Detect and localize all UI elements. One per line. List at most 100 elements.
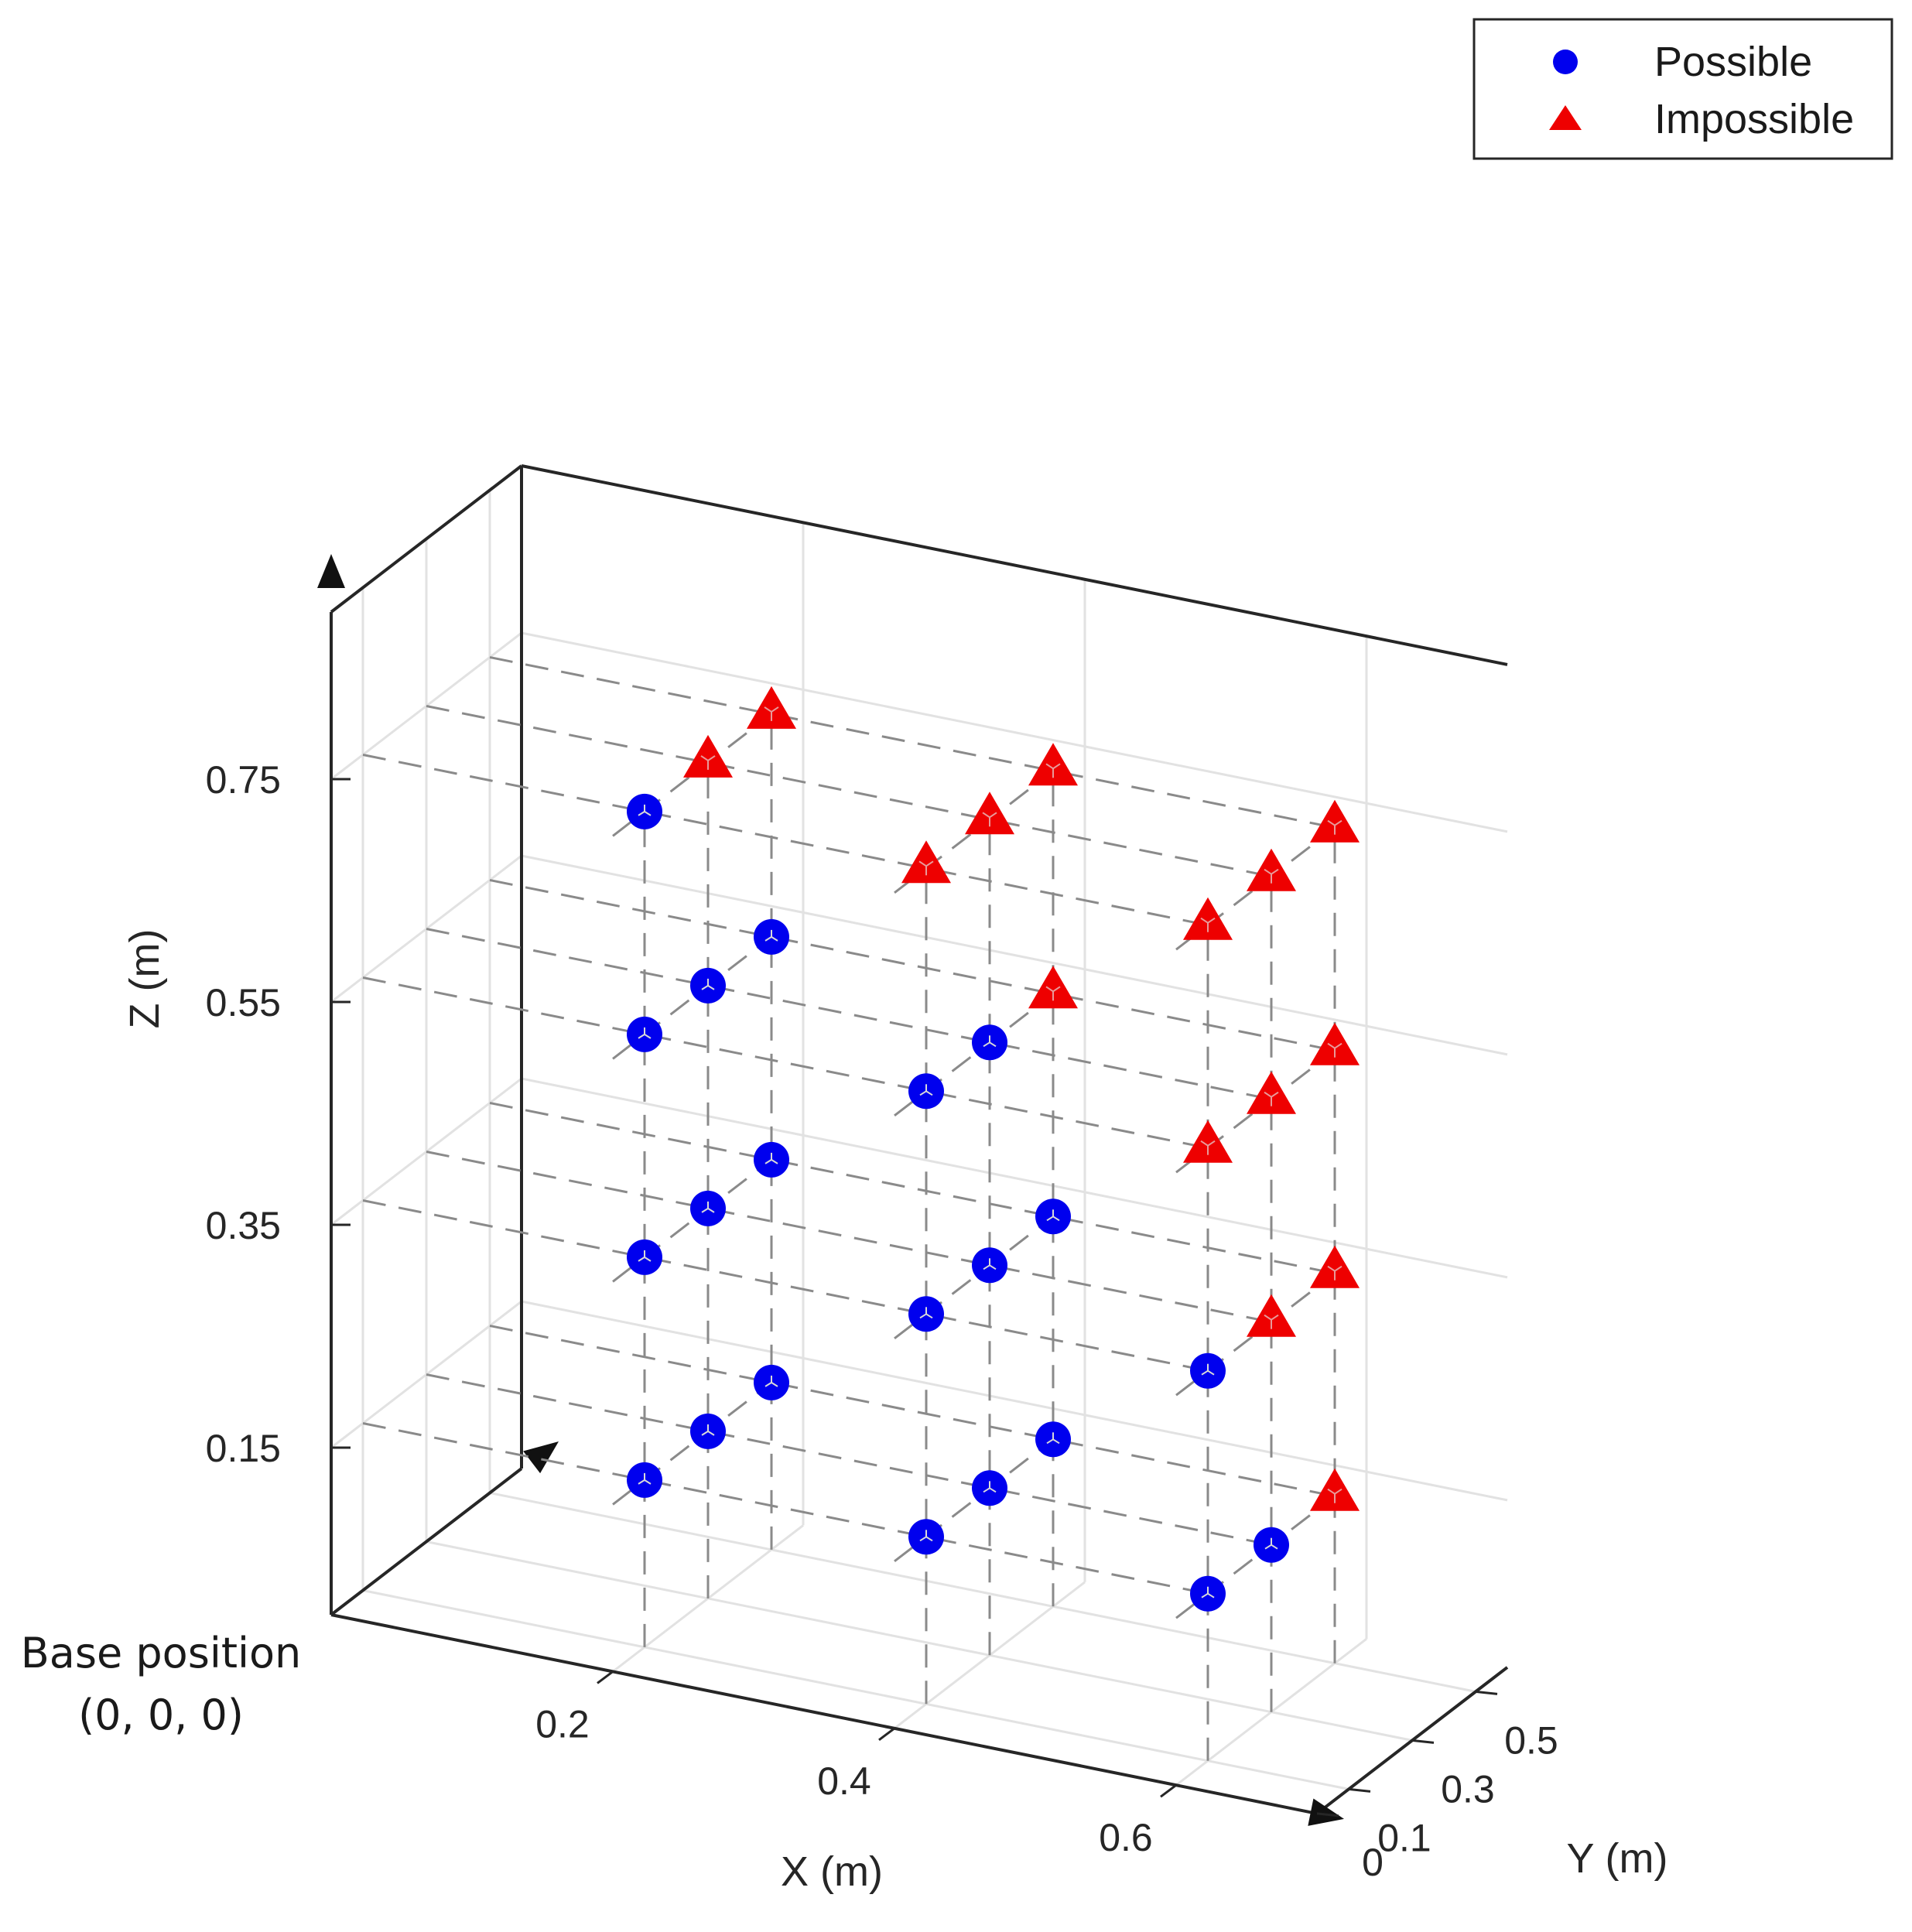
y-axis-arrowhead: [523, 1441, 559, 1474]
possible-point-marker: [690, 1190, 726, 1226]
y-direction-guide: [612, 935, 772, 1060]
y-direction-guide: [894, 993, 1054, 1116]
y-direction-guide: [1175, 826, 1336, 951]
impossible-point-marker: [683, 734, 733, 778]
axes-box-edge: [330, 1467, 523, 1616]
impossible-point-marker: [1028, 743, 1078, 786]
y-direction-guide: [612, 1381, 772, 1506]
data-markers: [627, 686, 1360, 1612]
impossible-point-marker: [747, 686, 796, 729]
possible-point-marker: [754, 918, 789, 955]
possible-point-marker: [908, 1296, 944, 1332]
y-tick-mark: [1411, 1739, 1435, 1744]
axes-box-edge: [330, 464, 523, 614]
y-direction-guide: [612, 713, 772, 837]
y-axis-title: Y (m): [1567, 1835, 1668, 1882]
x-direction-guide: [426, 705, 1272, 878]
back-wall-grid-line: [521, 631, 1508, 833]
impossible-point-marker: [1310, 1022, 1360, 1065]
x-direction-guide: [426, 1151, 1272, 1324]
possible-point-marker: [690, 967, 726, 1004]
possible-point-marker: [1190, 1352, 1226, 1389]
z-axis-title: Z (m): [121, 929, 168, 1029]
x-tick-mark: [1160, 1783, 1177, 1798]
impossible-point-marker: [1183, 1120, 1233, 1163]
floor-grid-line: [362, 1589, 1349, 1790]
grid-lines: [330, 490, 1508, 1790]
y-direction-guide: [1175, 1272, 1336, 1397]
impossible-point-marker: [1310, 1468, 1360, 1511]
tick-labels: 0.2 0.4 0.6 00.10.30.5 0.75 0.55 0.35 0.15: [206, 758, 1558, 1884]
possible-point-marker: [627, 1016, 662, 1052]
y-tick-label: 0.3: [1441, 1767, 1495, 1811]
x-tick-mark: [597, 1670, 614, 1684]
possible-point-marker: [754, 1141, 789, 1178]
x-direction-guide: [489, 656, 1336, 829]
legend-possible-marker: [1553, 50, 1578, 74]
impossible-point-marker: [1310, 1245, 1360, 1288]
axes-box-edge: [521, 464, 1508, 666]
possible-point-marker: [627, 793, 662, 829]
y-tick-label: 0.1: [1377, 1816, 1431, 1859]
possible-point-marker: [627, 1239, 662, 1275]
legend: Possible Impossible: [1472, 18, 1893, 160]
possible-point-marker: [1190, 1575, 1226, 1612]
x-tick-label: 0.4: [817, 1759, 871, 1803]
y-tick-label: 0.5: [1504, 1718, 1558, 1762]
impossible-point-marker: [1028, 966, 1078, 1009]
floor-grid-line: [489, 1492, 1476, 1693]
x-direction-guide: [426, 928, 1272, 1101]
y-direction-guide: [894, 770, 1054, 894]
y-tick-mark: [1348, 1787, 1371, 1793]
impossible-point-marker: [1247, 1071, 1296, 1114]
y-direction-guide: [894, 1216, 1054, 1339]
possible-point-marker: [972, 1470, 1007, 1506]
y-tick-mark: [1316, 1812, 1339, 1817]
legend-impossible-label: Impossible: [1654, 96, 1854, 142]
z-tick-label: 0.75: [206, 758, 281, 802]
y-direction-guide: [1175, 1495, 1336, 1619]
impossible-point-marker: [1183, 897, 1233, 940]
y-tick-mark: [1475, 1690, 1498, 1695]
impossible-point-marker: [1247, 848, 1296, 891]
x-direction-guide: [362, 1422, 1209, 1595]
x-axis-title: X (m): [781, 1848, 883, 1895]
floor-grid-line: [426, 1540, 1413, 1742]
possible-point-marker: [1035, 1421, 1071, 1458]
y-direction-guide: [1175, 1049, 1336, 1174]
axes-box: [317, 464, 1509, 1826]
possible-point-marker: [754, 1364, 789, 1400]
impossible-point-marker: [965, 792, 1014, 835]
possible-point-marker: [627, 1462, 662, 1498]
possible-point-marker: [908, 1519, 944, 1555]
z-tick-label: 0.15: [206, 1427, 281, 1470]
impossible-point-marker: [1310, 799, 1360, 843]
base-position-label: Base position: [21, 1629, 302, 1677]
possible-point-marker: [972, 1247, 1007, 1284]
possible-point-marker: [1035, 1199, 1071, 1235]
x-tick-label: 0.6: [1099, 1816, 1153, 1859]
legend-possible-label: Possible: [1654, 39, 1812, 85]
axes-box-edge: [330, 1613, 1318, 1815]
possible-point-marker: [690, 1413, 726, 1449]
possible-point-marker: [1254, 1527, 1289, 1563]
z-tick-label: 0.35: [206, 1204, 281, 1247]
possible-point-marker: [972, 1024, 1007, 1061]
x-tick-mark: [878, 1727, 895, 1742]
back-wall-grid-line: [521, 1077, 1508, 1279]
x-direction-guide: [426, 1373, 1272, 1547]
impossible-point-marker: [901, 840, 951, 884]
base-position-coords: (0, 0, 0): [78, 1691, 244, 1739]
z-axis-arrowhead: [317, 554, 345, 588]
back-wall-grid-line: [521, 854, 1508, 1056]
y-tick-label: 0: [1362, 1841, 1384, 1884]
x-tick-label: 0.2: [535, 1702, 590, 1746]
impossible-point-marker: [1247, 1294, 1296, 1337]
guide-lines: [362, 656, 1336, 1761]
back-wall-grid-line: [521, 1300, 1508, 1502]
y-direction-guide: [894, 1438, 1054, 1562]
y-direction-guide: [612, 1158, 772, 1283]
legend-impossible-marker: [1549, 105, 1582, 130]
x-axis-arrowhead: [1308, 1798, 1344, 1826]
